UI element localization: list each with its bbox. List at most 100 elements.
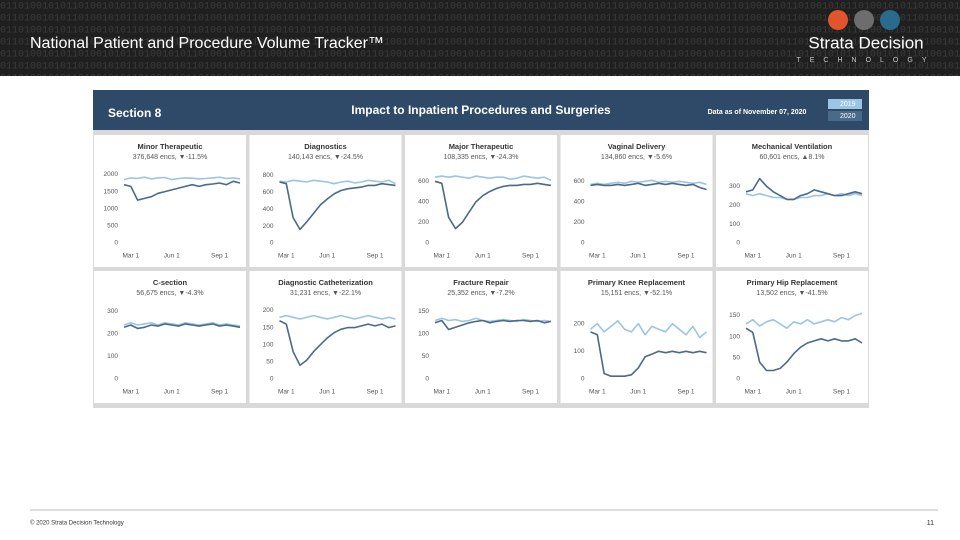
panel <box>716 271 868 403</box>
logo-sub: TECHNOLOGY <box>796 57 935 64</box>
chart-title: Minor Therapeutic <box>137 142 202 151</box>
dashboard-title: Impact to Inpatient Procedures and Surge… <box>351 103 611 117</box>
section: Section 8 <box>108 106 162 120</box>
x-tick-label: Sep 1 <box>367 253 384 260</box>
panel <box>94 135 246 267</box>
x-tick-label: Sep 1 <box>678 253 695 260</box>
y-tick-label: 200 <box>418 219 429 226</box>
x-tick-label: Sep 1 <box>211 389 228 396</box>
x-tick-label: Mar 1 <box>589 253 606 260</box>
x-tick-label: Jun 1 <box>630 253 646 260</box>
x-tick-label: Jun 1 <box>164 253 180 260</box>
y-tick-label: 0 <box>736 376 740 383</box>
series-line <box>123 322 241 327</box>
series-line <box>745 177 863 201</box>
y-tick-label: 50 <box>266 359 274 366</box>
chart-title: Diagnostic Catheterization <box>278 278 373 287</box>
y-tick-label: 100 <box>574 348 585 355</box>
panel <box>405 135 557 267</box>
y-tick-label: 600 <box>418 178 429 185</box>
chart-title: Mechanical Ventilation <box>752 142 833 151</box>
y-tick-label: 600 <box>263 189 274 196</box>
legend-swatch <box>828 99 862 109</box>
chart-subtitle: 140,143 encs, ▼-24.5% <box>288 154 363 161</box>
legend-swatch <box>828 111 862 121</box>
legend-label: 2020 <box>840 113 856 120</box>
series-line <box>279 314 396 320</box>
chart-title: Diagnostics <box>304 142 347 151</box>
y-tick-label: 300 <box>729 183 740 190</box>
copyright: © 2020 Strata Decision Technology <box>30 520 124 527</box>
y-tick-label: 0 <box>114 240 118 247</box>
series-line <box>745 312 863 329</box>
logo-icon <box>854 10 874 30</box>
x-tick-label: Mar 1 <box>745 253 762 260</box>
logo-icon <box>828 10 848 30</box>
y-tick-label: 0 <box>425 240 429 247</box>
chart-title: Primary Hip Replacement <box>747 278 838 287</box>
y-tick-label: 150 <box>729 312 740 319</box>
x-tick-label: Jun 1 <box>786 253 802 260</box>
y-tick-label: 100 <box>107 353 118 360</box>
x-tick-label: Mar 1 <box>123 389 140 396</box>
chart-subtitle: 56,675 encs, ▼-4.3% <box>136 290 203 297</box>
y-tick-label: 0 <box>270 376 274 383</box>
y-tick-label: 300 <box>107 308 118 315</box>
y-tick-label: 0 <box>114 376 118 383</box>
header-band <box>0 0 960 76</box>
y-tick-label: 200 <box>263 307 274 314</box>
series-line <box>123 176 241 181</box>
chart-subtitle: 13,502 encs, ▼-41.5% <box>756 290 827 297</box>
logo-icon <box>880 10 900 30</box>
x-tick-label: Mar 1 <box>278 389 295 396</box>
y-tick-label: 2000 <box>104 171 119 178</box>
panel <box>560 271 713 403</box>
series-line <box>590 179 707 186</box>
x-tick-label: Sep 1 <box>522 389 539 396</box>
series-line <box>434 180 552 230</box>
chart-subtitle: 108,335 encs, ▼-24.3% <box>443 154 518 161</box>
y-tick-label: 200 <box>729 202 740 209</box>
series-line <box>590 182 707 191</box>
chart-title: Primary Knee Replacement <box>588 278 686 287</box>
panel <box>405 271 557 403</box>
chart-title: Vaginal Delivery <box>608 142 666 151</box>
chart-title: Fracture Repair <box>453 278 509 287</box>
series-line <box>589 320 708 339</box>
chart-subtitle: 376,648 encs, ▼-11.5% <box>133 154 208 161</box>
series-line <box>434 319 552 331</box>
y-tick-label: 200 <box>574 320 585 327</box>
logo: Strata Decision <box>808 33 923 52</box>
series-line <box>123 180 241 201</box>
y-tick-label: 800 <box>263 172 274 179</box>
dashboard-header <box>93 90 869 130</box>
y-tick-label: 50 <box>733 355 741 362</box>
y-tick-label: 150 <box>263 324 274 331</box>
y-tick-label: 0 <box>270 240 274 247</box>
series-line <box>123 323 241 330</box>
panel <box>249 271 402 403</box>
x-tick-label: Sep 1 <box>833 389 850 396</box>
series-line <box>745 327 863 372</box>
x-tick-label: Mar 1 <box>278 253 295 260</box>
x-tick-label: Sep 1 <box>522 253 539 260</box>
y-tick-label: 200 <box>574 219 585 226</box>
chart-title: C-section <box>153 278 188 287</box>
x-tick-label: Jun 1 <box>786 389 802 396</box>
x-tick-label: Mar 1 <box>123 253 140 260</box>
y-tick-label: 1500 <box>104 188 119 195</box>
y-tick-label: 100 <box>418 331 429 338</box>
chart-subtitle: 15,151 encs, ▼-52.1% <box>601 290 672 297</box>
series-line <box>279 319 396 367</box>
y-tick-label: 150 <box>418 308 429 315</box>
chart-title: Major Therapeutic <box>449 142 514 151</box>
chart-subtitle: 60,601 encs, ▲8.1% <box>760 154 825 161</box>
y-tick-label: 50 <box>422 353 430 360</box>
y-tick-label: 400 <box>418 199 429 206</box>
y-tick-label: 200 <box>107 331 118 338</box>
x-tick-label: Jun 1 <box>475 389 491 396</box>
panel <box>94 271 246 403</box>
series-line <box>590 331 707 377</box>
y-tick-label: 200 <box>263 223 274 230</box>
